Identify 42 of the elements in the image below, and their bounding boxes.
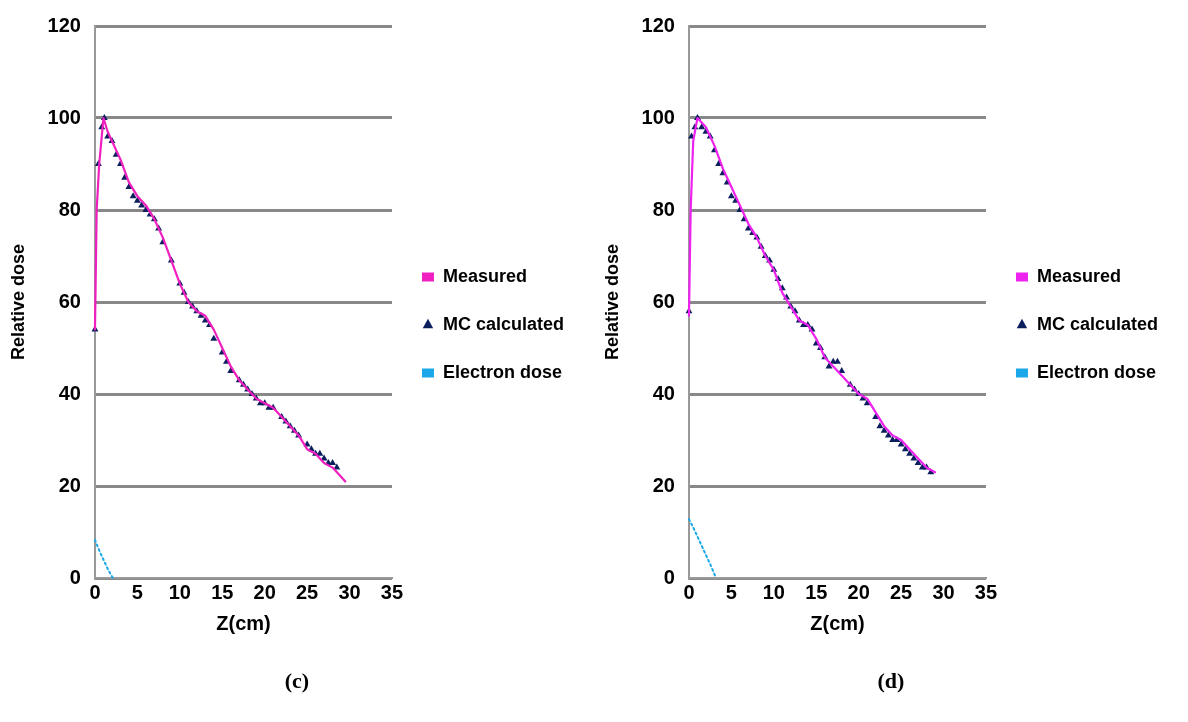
y-tick-label: 40 [58, 381, 81, 404]
y-axis-title: Relative dose [601, 243, 622, 361]
x-tick-label: 35 [974, 580, 998, 603]
x-axis-title: Z(cm) [216, 611, 271, 634]
legend-label: MC calculated [442, 313, 565, 334]
legend-label: Measured [442, 265, 528, 286]
x-tick-label: 25 [889, 580, 913, 603]
x-axis-title: Z(cm) [810, 611, 865, 634]
y-tick-label: 0 [69, 565, 81, 588]
y-tick-label: 100 [641, 105, 675, 128]
x-tick-label: 0 [683, 580, 695, 603]
x-tick-label: 5 [725, 580, 737, 603]
y-tick-label: 80 [652, 197, 675, 220]
y-tick-label: 20 [652, 473, 675, 496]
x-tick-label: 10 [762, 580, 785, 603]
legend-label: Electron dose [1036, 361, 1156, 382]
y-tick-label: 40 [652, 381, 675, 404]
x-tick-label: 0 [89, 580, 101, 603]
x-tick-label: 20 [253, 580, 276, 603]
x-tick-label: 30 [932, 580, 955, 603]
x-tick-label: 35 [380, 580, 404, 603]
x-tick-label: 20 [847, 580, 870, 603]
y-tick-label: 60 [652, 289, 675, 312]
x-tick-label: 15 [805, 580, 828, 603]
legend-label: MC calculated [1036, 313, 1159, 334]
y-tick-label: 120 [641, 13, 675, 36]
legend-label: Measured [1036, 265, 1122, 286]
x-tick-label: 25 [295, 580, 319, 603]
x-tick-label: 5 [131, 580, 143, 603]
y-tick-label: 80 [58, 197, 81, 220]
x-tick-label: 10 [168, 580, 191, 603]
y-tick-label: 100 [47, 105, 81, 128]
text: (d) [876, 668, 906, 694]
y-tick-label: 120 [47, 13, 81, 36]
y-tick-label: 0 [663, 565, 675, 588]
text: (c) [283, 668, 311, 694]
y-tick-label: 60 [58, 289, 81, 312]
y-tick-label: 20 [58, 473, 81, 496]
x-tick-label: 15 [211, 580, 234, 603]
x-tick-label: 30 [338, 580, 361, 603]
legend-label: Electron dose [442, 361, 562, 382]
y-axis-title: Relative dose [7, 243, 28, 361]
